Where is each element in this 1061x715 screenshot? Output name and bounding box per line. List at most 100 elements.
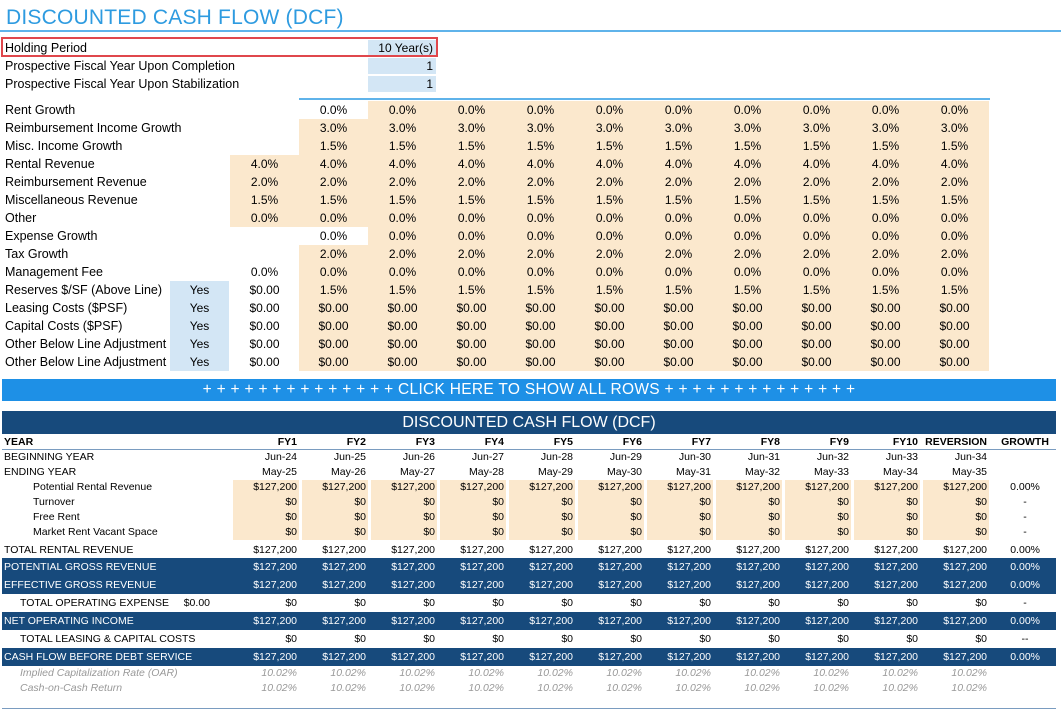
assumption-toggle[interactable]: Yes bbox=[170, 281, 229, 299]
assumption-base-input[interactable]: 2.0% bbox=[230, 173, 299, 191]
assumption-year-input[interactable]: $0.00 bbox=[851, 317, 920, 335]
assumption-year-input[interactable]: 0.0% bbox=[644, 209, 713, 227]
assumption-year-input[interactable]: 0.0% bbox=[713, 101, 782, 119]
assumption-year-input[interactable]: 0.0% bbox=[782, 263, 851, 281]
assumption-year-input[interactable]: 0.0% bbox=[713, 263, 782, 281]
assumption-year-input[interactable]: 4.0% bbox=[506, 155, 575, 173]
assumption-year-input[interactable]: $0.00 bbox=[506, 317, 575, 335]
assumption-year-input[interactable]: $0.00 bbox=[437, 299, 506, 317]
assumption-year-input[interactable]: 1.5% bbox=[506, 191, 575, 209]
assumption-year-input[interactable]: 1.5% bbox=[506, 281, 575, 299]
assumption-year-input[interactable]: 1.5% bbox=[299, 191, 368, 209]
assumption-year-input[interactable]: 0.0% bbox=[575, 209, 644, 227]
assumption-year-input[interactable]: $0.00 bbox=[920, 353, 989, 371]
assumption-year-input[interactable]: 1.5% bbox=[920, 281, 989, 299]
assumption-year-input[interactable]: 3.0% bbox=[782, 119, 851, 137]
assumption-year-input[interactable]: 1.5% bbox=[713, 191, 782, 209]
assumption-year-input[interactable]: 1.5% bbox=[575, 191, 644, 209]
assumption-year-input[interactable]: 1.5% bbox=[713, 281, 782, 299]
assumption-year-input[interactable]: 0.0% bbox=[437, 263, 506, 281]
assumption-year-input[interactable]: 3.0% bbox=[920, 119, 989, 137]
assumption-year-input[interactable]: 1.5% bbox=[644, 281, 713, 299]
assumption-year-input[interactable]: 2.0% bbox=[368, 245, 437, 263]
param-value-input[interactable]: 1 bbox=[368, 76, 436, 92]
assumption-year-input[interactable]: 1.5% bbox=[299, 281, 368, 299]
assumption-year-input[interactable]: $0.00 bbox=[782, 299, 851, 317]
assumption-year-input[interactable]: 1.5% bbox=[851, 281, 920, 299]
assumption-year-input[interactable]: $0.00 bbox=[713, 353, 782, 371]
assumption-year-input[interactable]: $0.00 bbox=[575, 317, 644, 335]
show-all-rows-button[interactable]: + + + + + + + + + + + + + + CLICK HERE T… bbox=[2, 379, 1056, 401]
assumption-year-input[interactable]: 2.0% bbox=[920, 245, 989, 263]
assumption-year-input[interactable]: 0.0% bbox=[368, 101, 437, 119]
assumption-year-input[interactable]: 0.0% bbox=[506, 209, 575, 227]
assumption-year-input[interactable]: $0.00 bbox=[920, 299, 989, 317]
assumption-year-input[interactable]: 1.5% bbox=[368, 137, 437, 155]
assumption-year-input[interactable]: $0.00 bbox=[644, 353, 713, 371]
assumption-year-input[interactable]: $0.00 bbox=[437, 317, 506, 335]
assumption-year-input[interactable]: 0.0% bbox=[506, 227, 575, 245]
assumption-year-input[interactable]: 1.5% bbox=[782, 137, 851, 155]
assumption-year-input[interactable]: 1.5% bbox=[851, 137, 920, 155]
assumption-year-input[interactable]: $0.00 bbox=[368, 317, 437, 335]
param-value-input[interactable]: 1 bbox=[368, 58, 436, 74]
assumption-year-input[interactable]: 0.0% bbox=[437, 227, 506, 245]
assumption-year-input[interactable]: $0.00 bbox=[368, 299, 437, 317]
assumption-year-input[interactable]: 2.0% bbox=[920, 173, 989, 191]
assumption-year-input[interactable]: $0.00 bbox=[437, 353, 506, 371]
assumption-year-input[interactable]: 0.0% bbox=[920, 209, 989, 227]
assumption-year-input[interactable]: 2.0% bbox=[299, 245, 368, 263]
assumption-year-input[interactable]: $0.00 bbox=[506, 353, 575, 371]
assumption-year-input[interactable]: $0.00 bbox=[299, 353, 368, 371]
assumption-year-input[interactable]: $0.00 bbox=[851, 353, 920, 371]
assumption-base-input[interactable]: $0.00 bbox=[249, 283, 280, 297]
assumption-year-input[interactable]: 1.5% bbox=[920, 137, 989, 155]
assumption-year-input[interactable]: 0.0% bbox=[920, 263, 989, 281]
assumption-year-input[interactable]: 4.0% bbox=[851, 155, 920, 173]
assumption-year-input[interactable]: $0.00 bbox=[782, 353, 851, 371]
assumption-year-input[interactable]: 4.0% bbox=[644, 155, 713, 173]
assumption-year-input[interactable]: 1.5% bbox=[782, 191, 851, 209]
assumption-year-input[interactable]: 0.0% bbox=[299, 263, 368, 281]
assumption-year-input[interactable]: 1.5% bbox=[713, 137, 782, 155]
assumption-year-input[interactable]: $0.00 bbox=[851, 335, 920, 353]
assumption-year-input[interactable]: 3.0% bbox=[713, 119, 782, 137]
assumption-year-input[interactable]: 2.0% bbox=[368, 173, 437, 191]
assumption-year-input[interactable]: 0.0% bbox=[437, 209, 506, 227]
assumption-year-input[interactable]: $0.00 bbox=[782, 335, 851, 353]
assumption-year-input[interactable]: 2.0% bbox=[299, 173, 368, 191]
assumption-year-input[interactable]: 4.0% bbox=[368, 155, 437, 173]
assumption-year-input[interactable]: 2.0% bbox=[506, 245, 575, 263]
assumption-year-input[interactable]: 3.0% bbox=[299, 119, 368, 137]
assumption-year-input[interactable]: 0.0% bbox=[437, 101, 506, 119]
assumption-year-input[interactable]: 0.0% bbox=[368, 227, 437, 245]
assumption-year-input[interactable]: $0.00 bbox=[299, 299, 368, 317]
assumption-year-input[interactable]: $0.00 bbox=[299, 335, 368, 353]
assumption-year-input[interactable]: 0.0% bbox=[782, 209, 851, 227]
assumption-year-input[interactable]: 0.0% bbox=[782, 227, 851, 245]
assumption-year-input[interactable]: $0.00 bbox=[851, 299, 920, 317]
param-value-input[interactable]: 10 Year(s) bbox=[368, 40, 436, 56]
assumption-year-input[interactable]: 2.0% bbox=[851, 245, 920, 263]
assumption-year-input[interactable]: 4.0% bbox=[713, 155, 782, 173]
assumption-year-input[interactable]: 2.0% bbox=[851, 173, 920, 191]
assumption-year-input[interactable]: 4.0% bbox=[575, 155, 644, 173]
assumption-base-input[interactable]: 0.0% bbox=[250, 265, 279, 279]
assumption-year-input[interactable]: 2.0% bbox=[437, 173, 506, 191]
assumption-year-input[interactable]: 1.5% bbox=[851, 191, 920, 209]
assumption-year-input[interactable]: 3.0% bbox=[437, 119, 506, 137]
assumption-year-input[interactable]: 0.0% bbox=[575, 263, 644, 281]
assumption-year-input[interactable]: 2.0% bbox=[575, 245, 644, 263]
assumption-year-input[interactable]: 1.5% bbox=[644, 191, 713, 209]
assumption-year-input[interactable]: 3.0% bbox=[644, 119, 713, 137]
assumption-year-input[interactable]: $0.00 bbox=[368, 335, 437, 353]
assumption-year-input[interactable]: 4.0% bbox=[437, 155, 506, 173]
assumption-year-input[interactable]: $0.00 bbox=[920, 317, 989, 335]
assumption-year-input[interactable]: 2.0% bbox=[575, 173, 644, 191]
assumption-year-input[interactable]: $0.00 bbox=[713, 335, 782, 353]
assumption-year-input[interactable]: $0.00 bbox=[575, 353, 644, 371]
assumption-year-input[interactable]: 0.0% bbox=[506, 263, 575, 281]
assumption-year-input[interactable]: $0.00 bbox=[506, 335, 575, 353]
assumption-year-input[interactable]: 3.0% bbox=[575, 119, 644, 137]
assumption-base-input[interactable]: 0.0% bbox=[230, 209, 299, 227]
